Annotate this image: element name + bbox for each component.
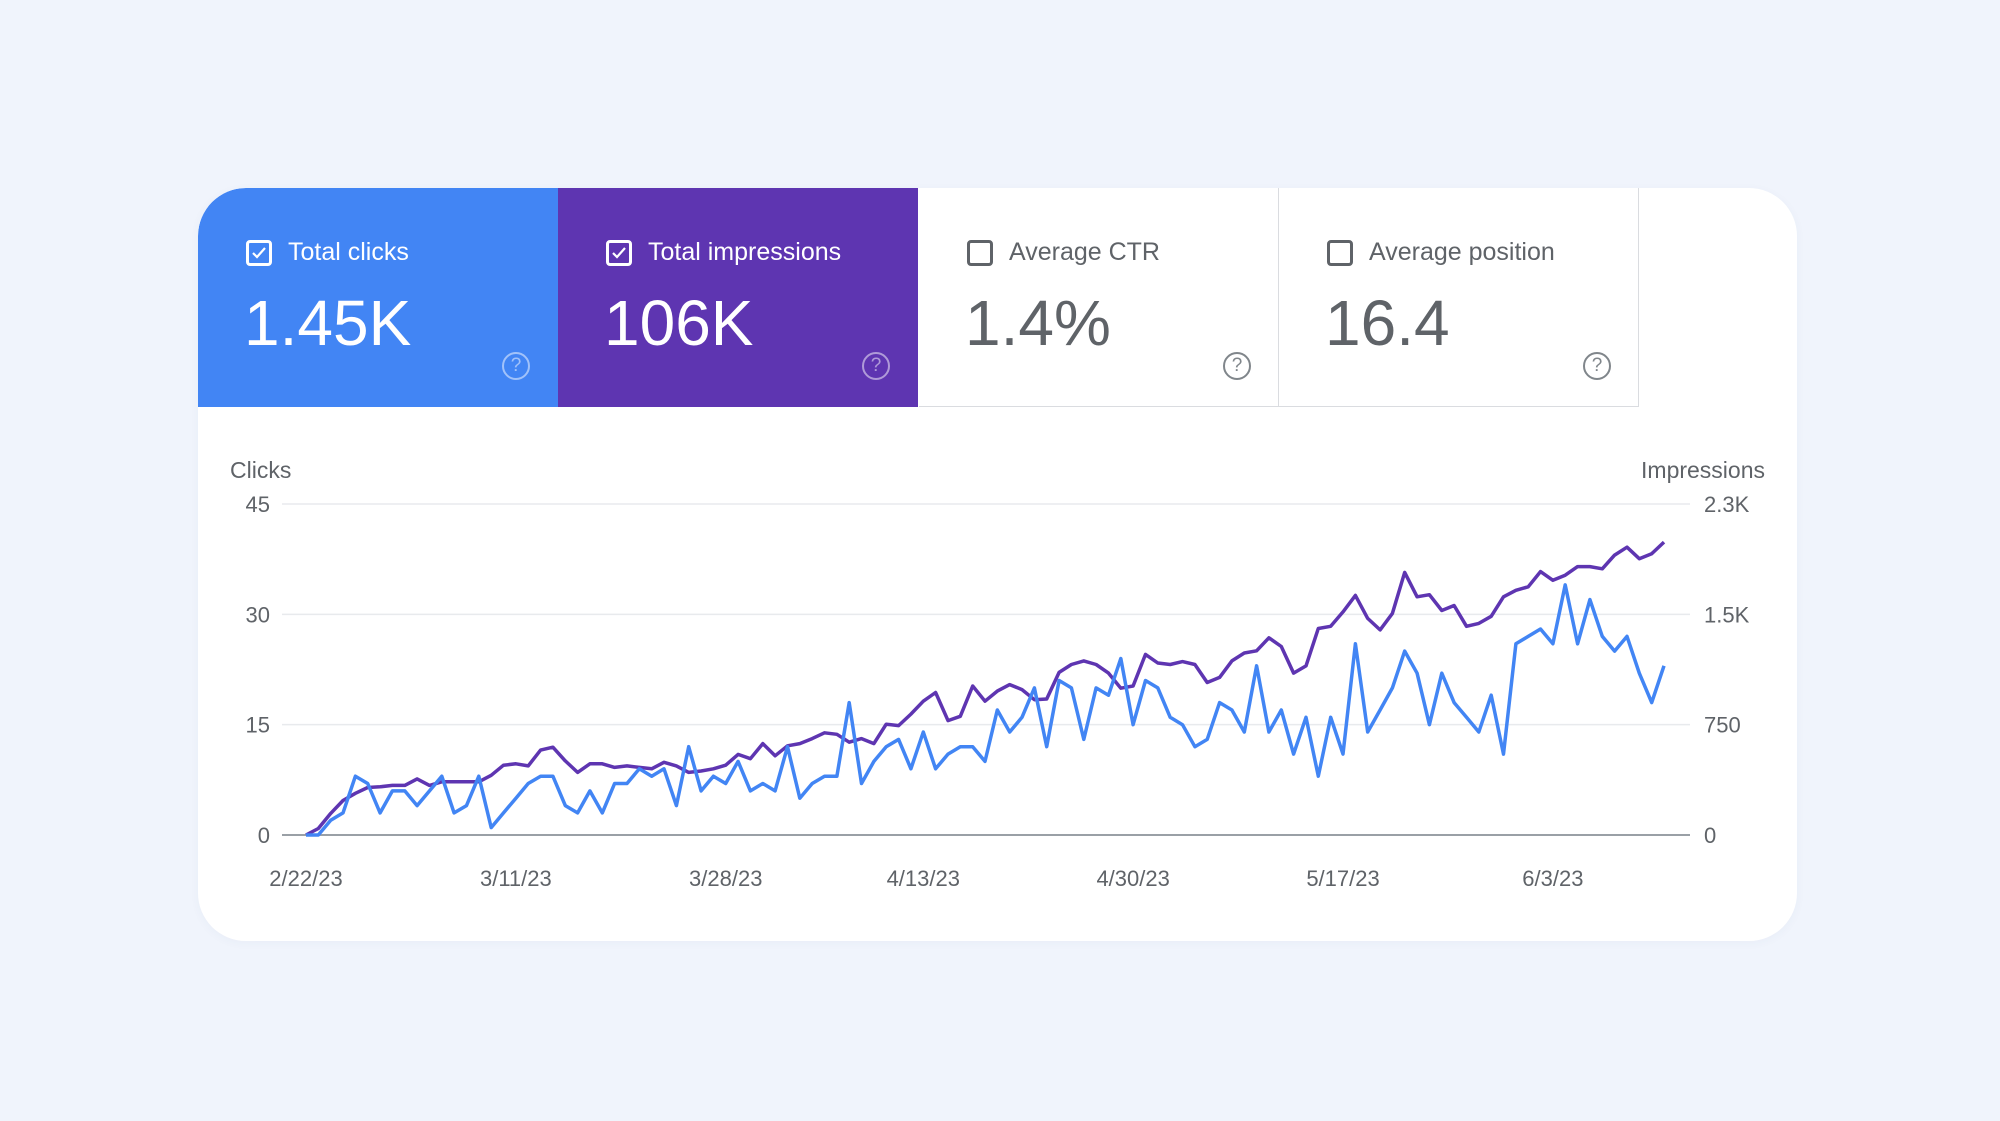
x-tick-label: 6/3/23	[1522, 866, 1583, 891]
clicks-line	[306, 583, 1666, 837]
x-tick-label: 3/11/23	[480, 866, 552, 891]
left-axis-label: Clicks	[230, 457, 291, 483]
right-axis-label: Impressions	[1641, 457, 1765, 483]
left-tick-label: 45	[246, 492, 270, 517]
x-tick-label: 2/22/23	[269, 866, 342, 891]
left-tick-label: 30	[246, 602, 270, 627]
tile-total-clicks[interactable]: Total clicks 1.45K ?	[198, 188, 558, 407]
tile-total-impressions[interactable]: Total impressions 106K ?	[558, 188, 918, 407]
tile-value: 1.4%	[965, 287, 1111, 359]
x-tick-label: 3/28/23	[689, 866, 762, 891]
tile-label: Average CTR	[1009, 238, 1160, 266]
left-tick-label: 15	[246, 713, 270, 738]
tile-value: 106K	[604, 287, 754, 359]
tile-average-ctr[interactable]: Average CTR 1.4% ?	[919, 188, 1279, 407]
help-icon[interactable]: ?	[502, 352, 530, 380]
help-icon[interactable]: ?	[862, 352, 890, 380]
help-icon[interactable]: ?	[1223, 352, 1251, 380]
tile-value: 16.4	[1325, 287, 1450, 359]
left-tick-label: 0	[258, 823, 270, 848]
help-icon[interactable]: ?	[1583, 352, 1611, 380]
impressions-line	[305, 540, 1666, 837]
x-tick-label: 4/13/23	[887, 866, 960, 891]
tile-average-position[interactable]: Average position 16.4 ?	[1279, 188, 1639, 407]
right-tick-label: 750	[1704, 713, 1741, 738]
tile-value: 1.45K	[244, 287, 412, 359]
right-tick-label: 1.5K	[1704, 602, 1750, 627]
checkbox-checked[interactable]	[246, 240, 272, 266]
checkbox-checked[interactable]	[606, 240, 632, 266]
performance-card: Total clicks 1.45K ? Total impressions 1…	[198, 188, 1797, 941]
tile-label: Total impressions	[648, 238, 842, 266]
right-tick-label: 2.3K	[1704, 492, 1750, 517]
x-tick-label: 4/30/23	[1096, 866, 1169, 891]
right-tick-label: 0	[1704, 823, 1716, 848]
tile-label: Total clicks	[288, 238, 409, 266]
checkbox-unchecked[interactable]	[967, 240, 993, 266]
checkbox-unchecked[interactable]	[1327, 240, 1353, 266]
x-tick-label: 5/17/23	[1306, 866, 1379, 891]
tile-label: Average position	[1369, 238, 1555, 266]
